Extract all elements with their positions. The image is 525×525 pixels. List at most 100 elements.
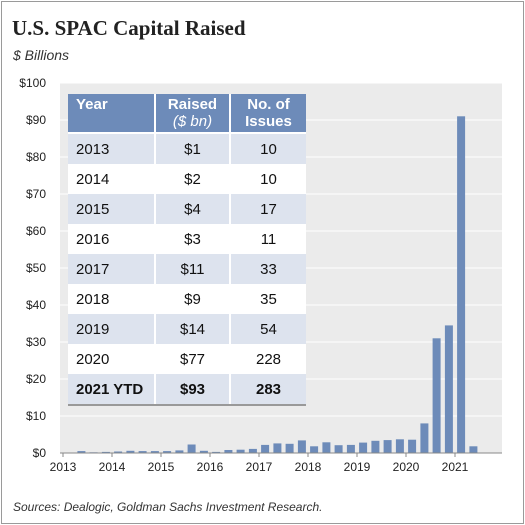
bar	[138, 451, 147, 453]
bar	[383, 440, 392, 453]
x-tick-label: 2016	[197, 460, 224, 474]
bar	[175, 450, 184, 453]
bar	[248, 448, 257, 453]
cell-year: 2020	[68, 344, 156, 374]
cell-issues: 10	[230, 133, 306, 164]
bar	[359, 442, 368, 453]
cell-raised: $11	[155, 254, 231, 284]
header-issues: No. of Issues	[230, 94, 306, 134]
table-row: 2020 $77 228	[68, 344, 306, 374]
y-tick-label: $60	[26, 224, 46, 238]
source-note: Sources: Dealogic, Goldman Sachs Investm…	[13, 500, 323, 514]
bar	[297, 440, 306, 453]
bar	[224, 450, 233, 453]
bar	[408, 439, 417, 453]
chart-title: U.S. SPAC Capital Raised	[12, 16, 246, 40]
cell-raised: $4	[155, 194, 231, 224]
cell-issues: 228	[230, 344, 306, 374]
cell-raised: $1	[155, 133, 231, 164]
bar	[420, 423, 429, 453]
y-tick-label: $30	[26, 335, 46, 349]
cell-raised: $14	[155, 314, 231, 344]
x-tick-label: 2017	[246, 460, 273, 474]
cell-issues: 35	[230, 284, 306, 314]
bar	[163, 451, 172, 453]
cell-raised: $93	[155, 374, 231, 406]
cell-raised: $2	[155, 164, 231, 194]
bar	[310, 446, 319, 453]
table-row: 2017 $11 33	[68, 254, 306, 284]
x-axis: 2013 2014 2015 2016 2017 2018 2019 2020 2021	[50, 452, 502, 474]
bar	[322, 442, 331, 453]
cell-issues: 283	[230, 374, 306, 406]
header-raised-unit: ($ bn)	[172, 113, 213, 130]
table-row: 2013 $1 10	[68, 133, 306, 164]
y-tick-label: $40	[26, 298, 46, 312]
bar	[346, 444, 355, 453]
header-issues-line1: No. of	[247, 96, 290, 113]
cell-issues: 17	[230, 194, 306, 224]
x-tick-label: 2013	[50, 460, 77, 474]
bar	[469, 446, 478, 453]
bar	[261, 444, 270, 453]
cell-raised: $77	[155, 344, 231, 374]
y-tick-label: $100	[19, 76, 46, 90]
y-tick-label: $10	[26, 409, 46, 423]
bar	[236, 449, 245, 453]
bar	[285, 443, 294, 454]
table-header-row: Year Raised ($ bn) No. of Issues	[68, 94, 306, 134]
table-row: 2019 $14 54	[68, 314, 306, 344]
table-row: 2021 YTD $93 283	[68, 374, 306, 406]
bar	[457, 116, 466, 454]
x-tick-label: 2014	[99, 460, 126, 474]
bar	[444, 325, 453, 453]
bar	[371, 440, 380, 453]
bar	[395, 439, 404, 453]
bar	[187, 444, 196, 453]
bar	[150, 451, 159, 453]
y-tick-label: $20	[26, 372, 46, 386]
cell-year: 2016	[68, 224, 156, 254]
x-tick-label: 2015	[148, 460, 175, 474]
spac-table: Year Raised ($ bn) No. of Issues 2013 $1 10 2…	[68, 94, 306, 406]
y-tick-label: $0	[33, 446, 47, 460]
cell-year: 2013	[68, 133, 156, 164]
header-raised-label: Raised	[167, 96, 218, 113]
x-tick-label: 2021	[442, 460, 469, 474]
x-tick-label: 2018	[295, 460, 322, 474]
y-tick-label: $70	[26, 187, 46, 201]
table-row: 2014 $2 10	[68, 164, 306, 194]
bar	[212, 451, 221, 453]
cell-raised: $9	[155, 284, 231, 314]
bar	[126, 450, 135, 453]
table-row: 2018 $9 35	[68, 284, 306, 314]
cell-year: 2017	[68, 254, 156, 284]
table-row: 2016 $3 11	[68, 224, 306, 254]
header-raised: Raised ($ bn)	[155, 94, 231, 134]
y-tick-label: $50	[26, 261, 46, 275]
bar	[199, 450, 208, 453]
cell-issues: 33	[230, 254, 306, 284]
y-axis: $0 $10 $20 $30 $40 $50 $60 $70 $80 $90 $100	[19, 76, 46, 460]
cell-year: 2018	[68, 284, 156, 314]
header-year: Year	[68, 94, 156, 134]
x-tick-label: 2020	[393, 460, 420, 474]
cell-year: 2021 YTD	[68, 374, 156, 406]
cell-year: 2019	[68, 314, 156, 344]
bar	[77, 451, 86, 453]
chart-subtitle: $ Billions	[13, 47, 70, 63]
cell-issues: 10	[230, 164, 306, 194]
table-body: 2013 $1 10 2014 $2 10 2015 $4 17 2016 $3 11 2017 $11 3…	[68, 133, 306, 406]
bar	[273, 443, 282, 453]
cell-issues: 54	[230, 314, 306, 344]
cell-raised: $3	[155, 224, 231, 254]
y-tick-label: $90	[26, 113, 46, 127]
bar	[114, 451, 123, 453]
cell-issues: 11	[230, 224, 306, 254]
y-tick-label: $80	[26, 150, 46, 164]
table-row: 2015 $4 17	[68, 194, 306, 224]
cell-year: 2015	[68, 194, 156, 224]
bar	[432, 338, 441, 453]
bar	[334, 445, 343, 453]
header-issues-line2: Issues	[245, 113, 292, 130]
